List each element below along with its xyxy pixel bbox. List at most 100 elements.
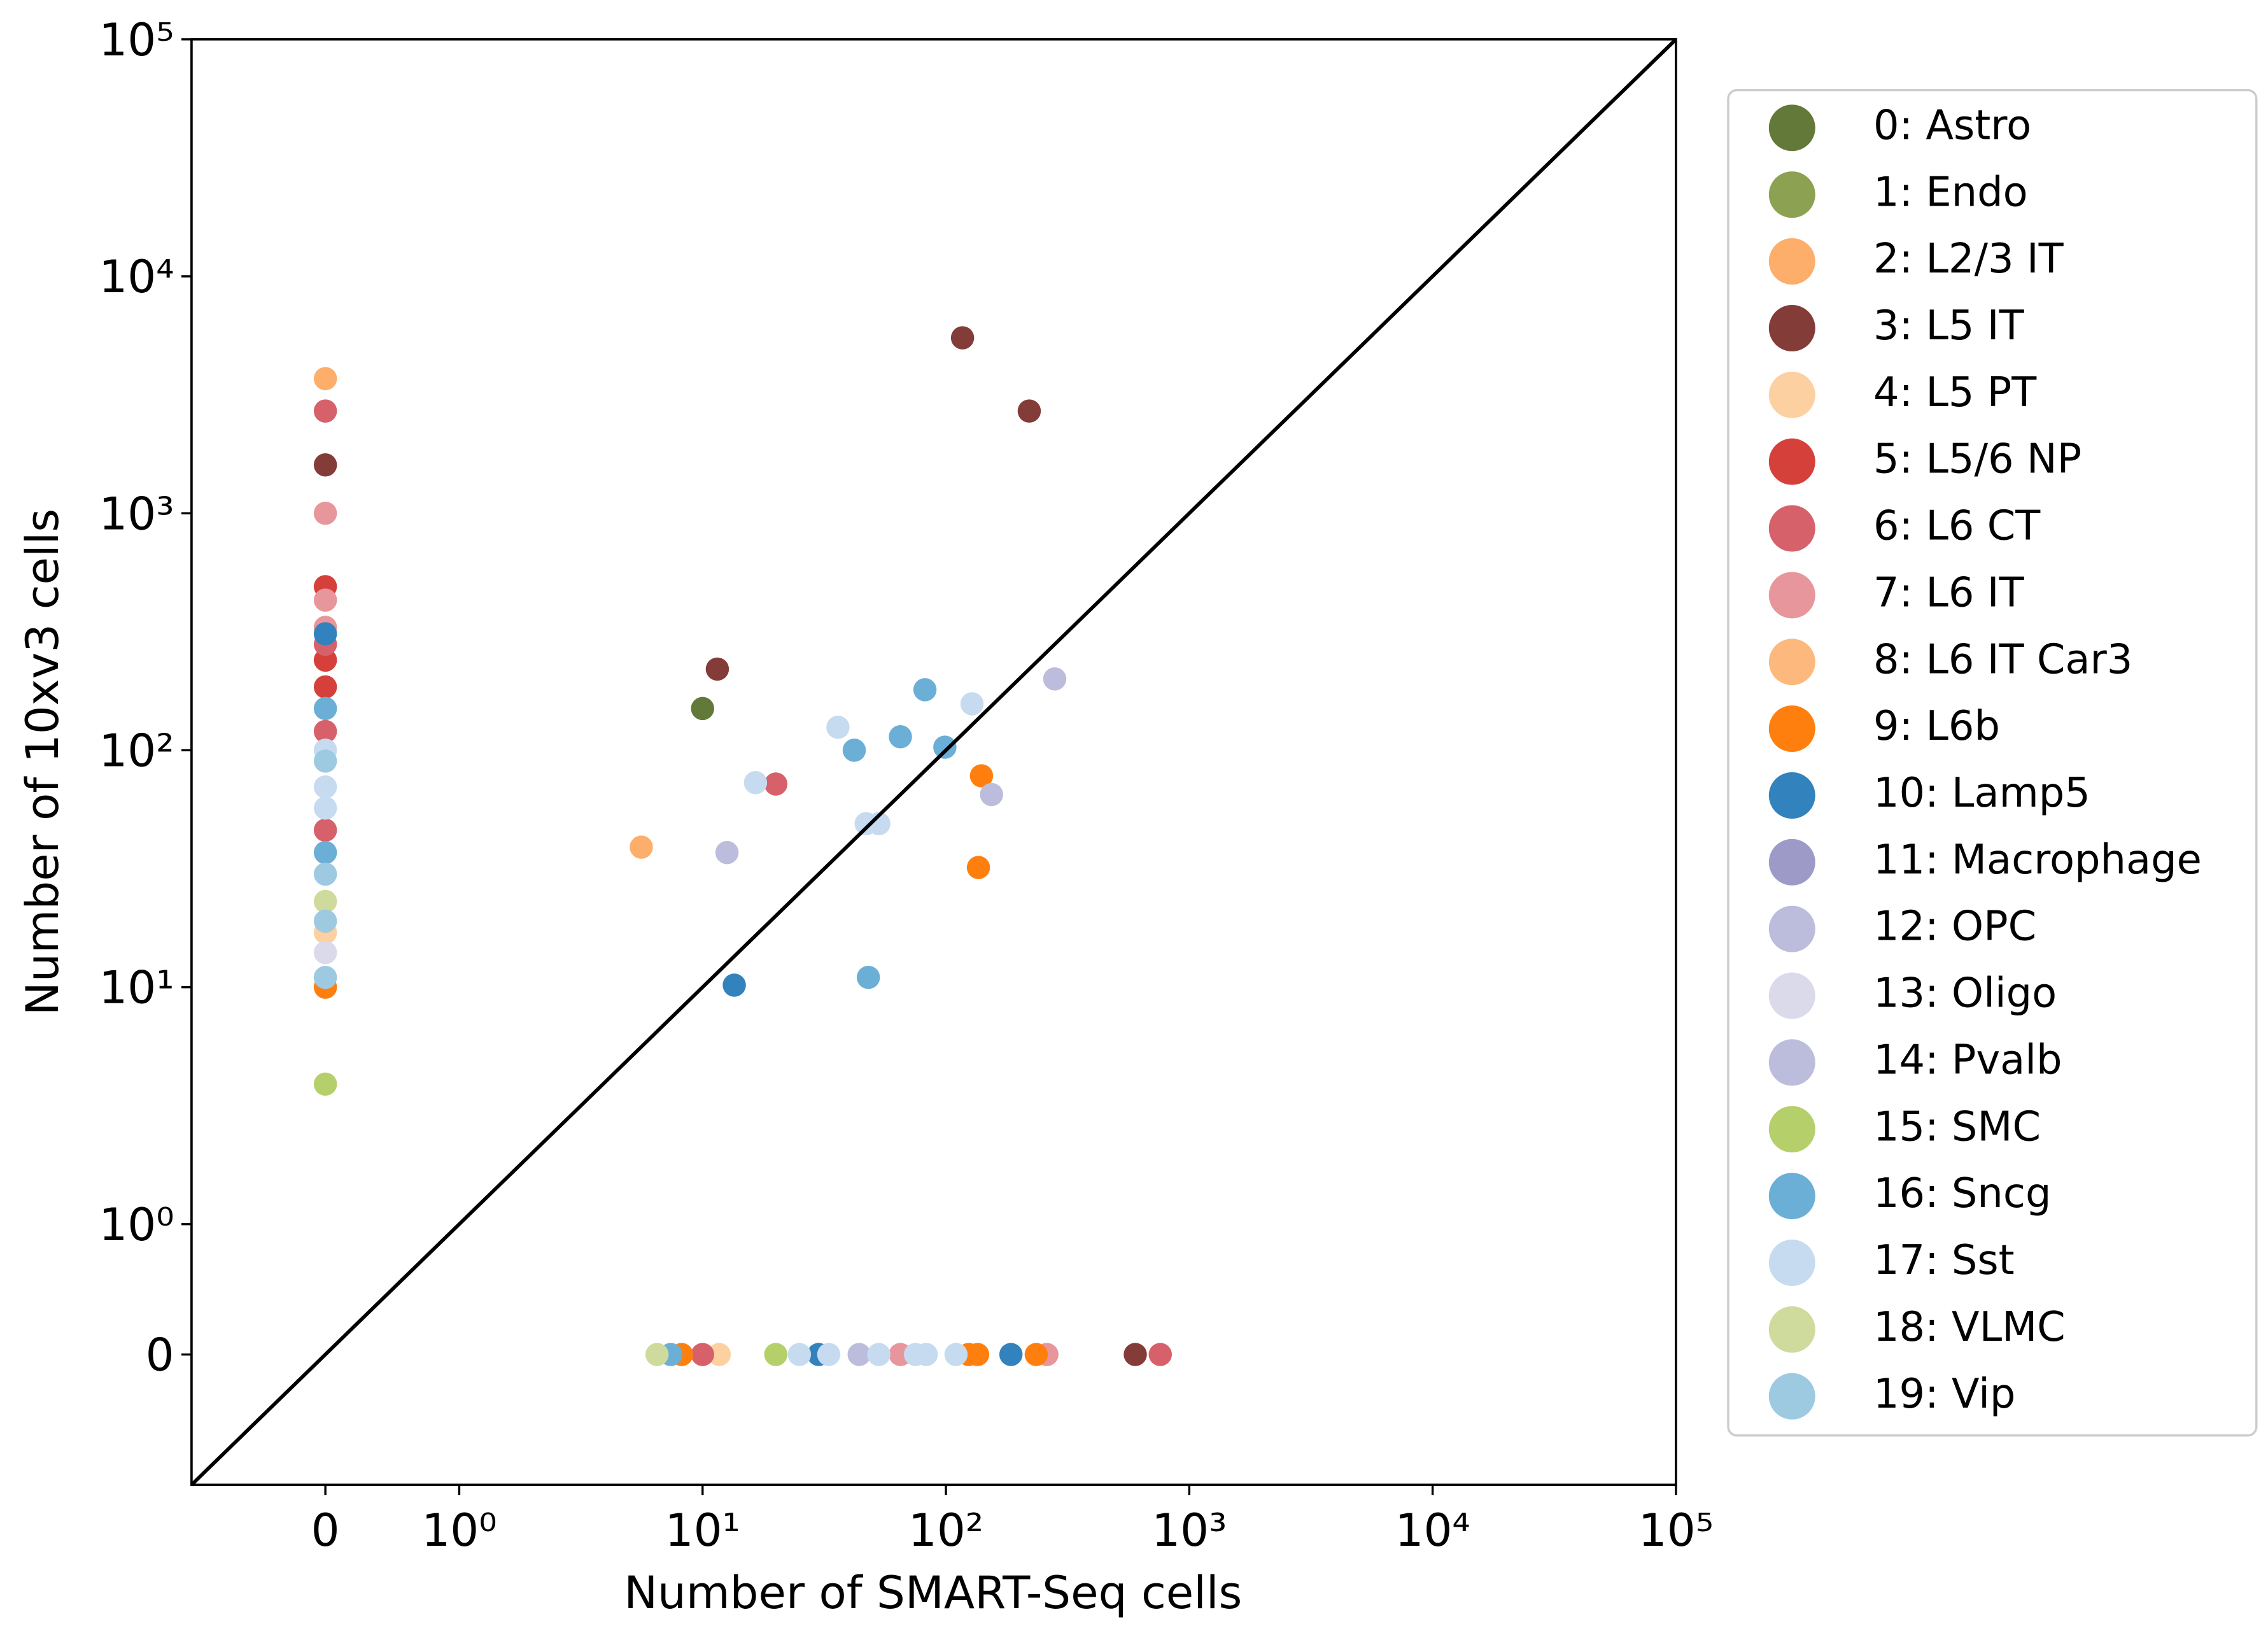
point	[960, 692, 984, 716]
legend-marker	[1768, 838, 1815, 886]
point	[313, 453, 337, 477]
legend-label: 8: L6 IT Car3	[1873, 636, 2132, 683]
point	[1148, 1343, 1173, 1366]
y-tick-label: 0	[146, 1329, 174, 1382]
x-tick-label: 10¹	[665, 1504, 740, 1557]
point	[867, 1343, 891, 1366]
point	[999, 1343, 1023, 1366]
point	[705, 657, 729, 681]
legend-label: 18: VLMC	[1873, 1304, 2066, 1351]
legend-marker	[1768, 639, 1815, 686]
legend-marker	[1768, 104, 1815, 152]
legend-label: 12: OPC	[1873, 903, 2036, 951]
point	[944, 1343, 968, 1366]
point	[817, 1343, 841, 1366]
point	[313, 965, 337, 989]
point	[966, 1343, 990, 1366]
point	[1043, 667, 1067, 691]
point	[691, 1343, 714, 1366]
y-tick-label: 10⁵	[99, 13, 174, 66]
legend-marker	[1768, 371, 1815, 418]
point	[743, 771, 768, 795]
point	[313, 399, 337, 423]
point	[313, 501, 337, 525]
point	[313, 588, 337, 612]
legend-label: 16: Sncg	[1873, 1170, 2052, 1217]
point	[826, 716, 850, 739]
x-axis-label: Number of SMART-Seq cells	[624, 1566, 1242, 1619]
legend	[1727, 88, 2258, 1437]
point	[1024, 1343, 1048, 1366]
legend-label: 2: L2/3 IT	[1873, 236, 2064, 283]
legend-label: 6: L6 CT	[1873, 503, 2041, 550]
point	[1017, 399, 1041, 423]
point	[980, 782, 1003, 807]
point	[1123, 1343, 1147, 1366]
legend-marker	[1768, 238, 1815, 285]
point	[313, 775, 337, 799]
point	[313, 1072, 337, 1096]
legend-label: 13: Oligo	[1873, 970, 2057, 1017]
y-tick-label: 10²	[99, 724, 174, 777]
point	[707, 1343, 731, 1366]
legend-marker	[1768, 705, 1815, 753]
legend-marker	[1768, 1039, 1815, 1086]
point	[950, 326, 975, 350]
legend-marker	[1768, 1173, 1815, 1220]
y-tick-label: 10⁴	[99, 250, 174, 303]
y-tick-label: 10³	[99, 487, 174, 540]
point	[313, 840, 337, 865]
legend-label: 9: L6b	[1873, 703, 2000, 750]
legend-label: 5: L5/6 NP	[1873, 436, 2081, 483]
legend-label: 0: Astro	[1873, 102, 2031, 149]
point	[889, 725, 912, 749]
legend-marker	[1768, 572, 1815, 619]
point	[313, 889, 337, 914]
legend-marker	[1768, 438, 1815, 485]
point	[313, 818, 337, 842]
point	[313, 749, 337, 773]
y-tick-label: 10⁰	[99, 1198, 174, 1251]
point	[645, 1343, 669, 1366]
legend-marker	[1768, 505, 1815, 552]
legend-label: 15: SMC	[1873, 1103, 2041, 1150]
plot-area	[313, 326, 1173, 1366]
point	[914, 1343, 938, 1366]
point	[764, 772, 788, 796]
point	[842, 739, 866, 762]
legend-label: 7: L6 IT	[1873, 569, 2025, 616]
point	[313, 940, 337, 965]
legend-marker	[1768, 171, 1815, 218]
identity-line	[190, 38, 1677, 1487]
point	[913, 678, 937, 702]
legend-label: 11: Macrophage	[1873, 837, 2202, 884]
x-tick-label: 0	[311, 1504, 340, 1557]
point	[313, 648, 337, 672]
legend-marker	[1768, 772, 1815, 819]
point	[966, 856, 990, 879]
point	[764, 1343, 788, 1366]
legend-label: 4: L5 PT	[1873, 369, 2037, 416]
point	[313, 696, 337, 721]
legend-marker	[1768, 304, 1815, 351]
legend-marker	[1768, 972, 1815, 1019]
legend-marker	[1768, 905, 1815, 952]
legend-marker	[1768, 1106, 1815, 1153]
point	[847, 1343, 871, 1366]
x-tick-label: 10⁵	[1638, 1504, 1714, 1557]
point	[856, 965, 880, 989]
point	[313, 622, 337, 646]
plot-frame	[190, 38, 1677, 1487]
point	[313, 796, 337, 820]
point	[313, 719, 337, 744]
legend-label: 17: Sst	[1873, 1237, 2015, 1284]
x-tick-label: 10²	[908, 1504, 983, 1557]
y-axis-label: Number of 10xv3 cells	[16, 509, 69, 1015]
point	[969, 764, 994, 788]
point	[715, 840, 739, 865]
point	[630, 835, 653, 859]
legend-marker	[1768, 1306, 1815, 1353]
point	[867, 812, 891, 835]
legend-label: 19: Vip	[1873, 1371, 2015, 1418]
legend-label: 10: Lamp5	[1873, 770, 2090, 817]
